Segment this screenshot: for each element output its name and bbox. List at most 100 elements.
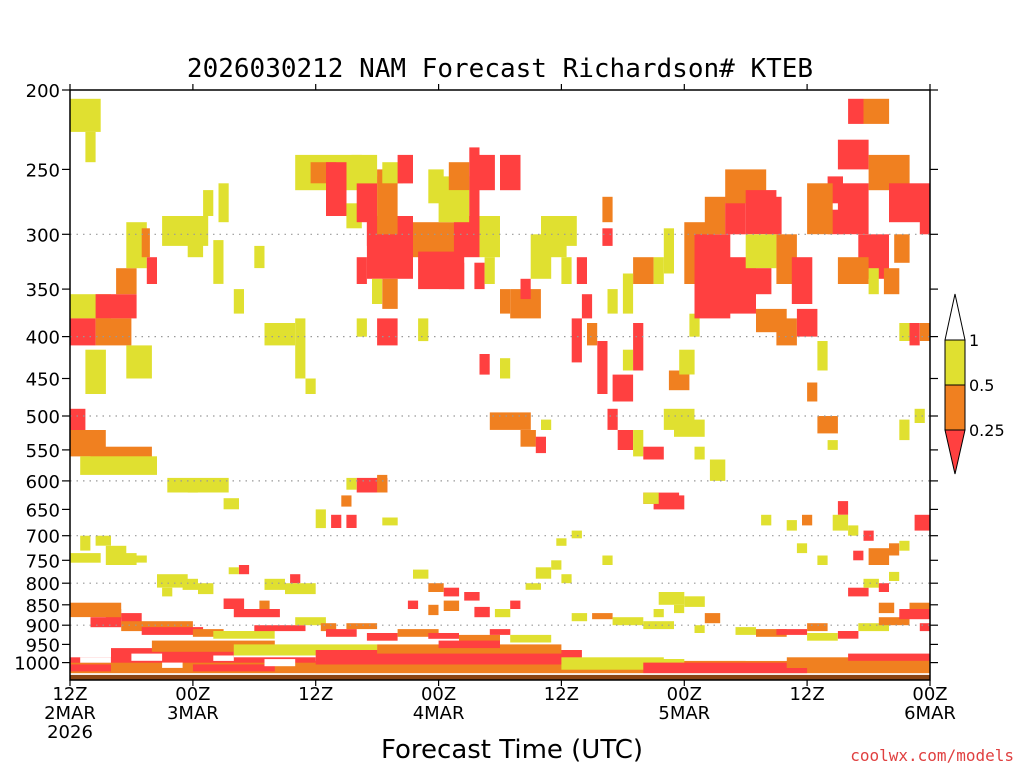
ri-cell: [602, 196, 613, 223]
ri-cell: [776, 318, 797, 346]
ri-cell: [356, 176, 378, 223]
ri-cell: [817, 555, 828, 565]
ri-cell: [305, 378, 316, 394]
ri-cell: [725, 196, 746, 235]
ri-gap: [663, 653, 705, 659]
ri-cell: [899, 540, 910, 551]
ri-cell: [837, 631, 859, 639]
ri-cell: [443, 600, 460, 611]
ri-cell: [709, 459, 726, 481]
ri-gap: [213, 655, 234, 661]
ri-cell: [233, 289, 244, 314]
ri-cell: [500, 154, 521, 191]
credit-link[interactable]: coolwx.com/models: [850, 746, 1014, 765]
ri-cell: [643, 492, 680, 504]
ri-cell: [535, 567, 552, 579]
ri-cell: [223, 598, 245, 609]
ri-cell: [413, 222, 460, 258]
ri-cell: [756, 629, 787, 637]
ri-cell: [372, 278, 383, 304]
y-tick-label: 450: [26, 370, 60, 391]
ri-cell: [848, 653, 930, 661]
ri-cell: [157, 574, 188, 588]
ri-cell: [162, 587, 173, 597]
ri-cell: [494, 609, 511, 618]
y-tick-label: 200: [26, 81, 60, 102]
ri-cell: [382, 517, 398, 526]
ri-cell: [85, 131, 96, 163]
ri-cell: [576, 257, 587, 284]
ri-cell: [863, 98, 890, 124]
ri-cell: [95, 294, 137, 319]
y-tick-label: 550: [26, 441, 60, 462]
ri-cell: [254, 245, 265, 269]
ri-cell: [889, 543, 900, 556]
y-tick-label: 650: [26, 500, 60, 521]
ri-cell: [807, 183, 833, 235]
ri-cell: [791, 257, 813, 304]
ri-cell: [233, 609, 280, 618]
x-tick-label: 00Z: [912, 684, 947, 705]
ri-cell: [817, 416, 838, 434]
ri-cell: [899, 419, 910, 441]
ri-cell: [919, 323, 930, 341]
ri-cell: [382, 278, 398, 309]
ri-cell: [377, 318, 398, 346]
ri-cell: [167, 477, 229, 493]
ri-cell: [397, 154, 413, 184]
ri-cell: [837, 183, 869, 235]
ri-gap: [80, 657, 111, 663]
y-tick-label: 400: [26, 328, 60, 349]
ri-cell: [735, 627, 756, 635]
ri-cell: [428, 604, 439, 616]
ri-cell: [428, 633, 459, 639]
ri-cell: [878, 617, 910, 626]
ri-cell: [341, 495, 352, 507]
ri-cell: [848, 98, 864, 124]
ri-cell: [679, 349, 695, 375]
ri-cell: [413, 569, 429, 579]
y-tick-label: 700: [26, 527, 60, 548]
ri-cell: [837, 139, 869, 170]
ri-cell: [776, 234, 797, 284]
ri-cell: [192, 664, 275, 672]
ri-cell: [377, 644, 562, 654]
ri-cell: [192, 629, 224, 637]
ri-cell: [448, 162, 470, 191]
ri-cell: [587, 323, 598, 346]
ri-cell: [238, 565, 250, 575]
ri-cell: [116, 268, 137, 295]
ri-cell: [863, 578, 879, 588]
ri-cell: [459, 634, 500, 643]
ri-cell: [643, 446, 664, 460]
ri-cell: [356, 257, 367, 284]
ri-cell: [520, 278, 531, 300]
ri-cell: [848, 587, 869, 597]
ri-cell: [899, 323, 910, 341]
ri-cell: [520, 430, 536, 447]
ri-cell: [546, 240, 567, 258]
colorbar: 0.25 0.5 1: [944, 293, 1005, 475]
ri-cell: [428, 169, 444, 204]
ri-cell: [187, 480, 198, 493]
ri-cell: [541, 419, 552, 430]
y-tick-label: 500: [26, 407, 60, 428]
ri-cell: [807, 623, 828, 632]
colorbar-label: 1: [969, 331, 979, 350]
ri-cell: [592, 613, 613, 620]
ri-cell: [894, 234, 910, 263]
y-tick-label: 750: [26, 551, 60, 572]
x-tick-label: 6MAR: [904, 703, 956, 724]
ri-cell: [479, 354, 490, 375]
ri-cell: [254, 625, 306, 632]
ri-cell: [571, 318, 582, 363]
x-axis-label: Forecast Time (UTC): [381, 735, 643, 765]
ri-cell: [223, 498, 239, 510]
ri-cell: [474, 606, 490, 618]
ri-cell: [141, 228, 150, 258]
ri-cell: [131, 555, 147, 563]
ri-cell: [602, 555, 613, 565]
ri-cell: [428, 583, 444, 592]
ri-cell: [474, 262, 485, 290]
ri-cell: [418, 318, 429, 342]
